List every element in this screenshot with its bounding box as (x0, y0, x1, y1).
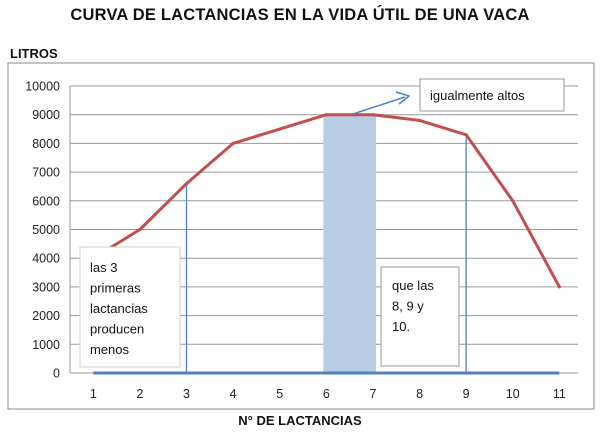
data-point (324, 113, 328, 117)
left-note-line: primeras (90, 281, 141, 296)
x-tick-label: 11 (553, 387, 566, 401)
left-note-line: las 3 (90, 260, 117, 275)
y-tick-label: 6000 (32, 194, 60, 208)
x-tick-label: 5 (276, 387, 283, 401)
y-tick-label: 0 (53, 367, 60, 381)
right-note-line: 8, 9 y (392, 299, 424, 314)
highlight-band (323, 114, 376, 373)
right-note-line: que las (392, 278, 434, 293)
x-tick-label: 1 (90, 387, 97, 401)
callout-arrow-head (395, 91, 411, 105)
data-point (464, 133, 468, 137)
x-tick-label: 8 (416, 387, 423, 401)
y-tick-label: 2000 (32, 309, 60, 323)
x-tick-label: 3 (183, 387, 190, 401)
data-point (184, 181, 189, 186)
right-note-box (380, 266, 460, 367)
callout-arrow-shaft (352, 96, 406, 115)
data-point (557, 285, 561, 289)
data-point (371, 113, 375, 117)
left-note-line: lactancias (90, 301, 148, 316)
right-note-line: 10. (392, 319, 410, 334)
left-note-line: menos (90, 342, 130, 357)
callout-box (419, 78, 565, 112)
x-tick-label: 4 (230, 387, 237, 401)
x-axis-label: N° DE LACTANCIAS (238, 413, 362, 428)
data-point (278, 127, 282, 131)
data-point (417, 118, 422, 123)
y-tick-label: 1000 (32, 338, 60, 352)
y-tick-label: 9000 (32, 108, 60, 122)
y-tick-label: 4000 (32, 252, 60, 266)
data-point (511, 199, 515, 203)
y-tick-label: 3000 (32, 280, 60, 294)
callout-text: igualmente altos (430, 88, 525, 103)
x-tick-label: 7 (369, 387, 376, 401)
left-note-line: producen (90, 322, 144, 337)
x-tick-label: 10 (506, 387, 520, 401)
y-axis-label: LITROS (10, 46, 58, 61)
y-tick-label: 10000 (25, 80, 60, 94)
y-tick-label: 7000 (32, 166, 60, 180)
data-point (231, 141, 235, 145)
chart-title: CURVA DE LACTANCIAS EN LA VIDA ÚTIL DE U… (70, 6, 530, 24)
x-tick-label: 9 (463, 387, 470, 401)
left-note-box (79, 246, 181, 368)
x-tick-label: 6 (323, 387, 330, 401)
plot-frame (7, 62, 595, 410)
x-tick-label: 2 (136, 387, 143, 401)
data-point (138, 227, 142, 232)
y-tick-label: 8000 (32, 137, 60, 151)
y-tick-label: 5000 (32, 223, 60, 237)
